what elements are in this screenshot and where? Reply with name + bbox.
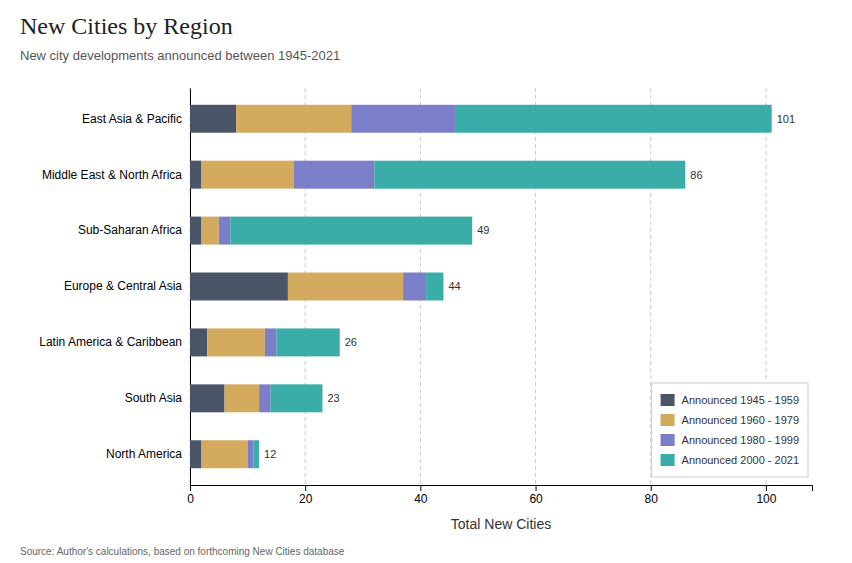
x-tick: 20 <box>299 485 313 506</box>
total-label: 12 <box>264 448 276 460</box>
legend-swatch <box>661 434 675 446</box>
bar-segment <box>190 217 202 245</box>
x-axis-title: Total New Cities <box>451 516 551 532</box>
x-tick-label: 100 <box>756 492 776 506</box>
y-tick-label: North America <box>106 447 182 461</box>
x-tick-label: 40 <box>414 492 428 506</box>
bar-segment <box>202 217 219 245</box>
x-tick-label: 60 <box>529 492 543 506</box>
series <box>219 105 455 468</box>
bar-segment <box>351 105 455 133</box>
x-tick-mark <box>305 485 306 491</box>
bar-segment <box>403 273 426 301</box>
legend-swatch <box>661 414 675 426</box>
y-tick: North America <box>106 447 190 461</box>
legend-item: Announced 1960 - 1979 <box>661 414 799 426</box>
bar-segment <box>276 328 339 356</box>
legend-box <box>652 383 808 477</box>
legend-item: Announced 2000 - 2021 <box>661 454 799 466</box>
total-label: 86 <box>690 169 702 181</box>
title: New Cities by Region <box>20 13 233 39</box>
legend-label: Announced 1945 - 1959 <box>682 394 799 406</box>
x-tick: 80 <box>645 485 659 506</box>
x-tick-mark <box>420 485 421 491</box>
legend: Announced 1945 - 1959 Announced 1960 - 19… <box>652 383 808 477</box>
series <box>202 105 404 468</box>
total-label: 49 <box>477 224 489 236</box>
x-tick: 100 <box>756 485 776 506</box>
bar-segment <box>265 328 277 356</box>
y-tick: Latin America & Caribbean <box>39 335 190 349</box>
x-tick-mark <box>536 485 537 491</box>
bar-segment <box>190 105 236 133</box>
total-label: 101 <box>777 113 795 125</box>
plot: 0 20 40 60 80 100 East Asia & Pacific Middle Ea… <box>39 88 812 506</box>
bar-segment <box>236 105 351 133</box>
x-tick-mark <box>766 485 767 491</box>
y-tick: East Asia & Pacific <box>82 112 190 126</box>
y-tick-label: East Asia & Pacific <box>82 112 182 126</box>
bar-segment <box>190 161 202 189</box>
bar-segment <box>202 161 294 189</box>
y-tick-label: Sub-Saharan Africa <box>78 223 182 237</box>
total-label: 23 <box>327 392 339 404</box>
bar-segment <box>230 217 472 245</box>
x-tick-label: 0 <box>187 492 194 506</box>
bar-segment <box>225 384 260 412</box>
bar-segment <box>202 440 248 468</box>
y-tick: Europe & Central Asia <box>64 279 190 293</box>
subtitle: New city developments announced between … <box>20 48 340 63</box>
bar-segment <box>248 440 254 468</box>
y-tick: South Asia <box>125 391 190 405</box>
grid-line <box>535 88 536 485</box>
legend-item: Announced 1980 - 1999 <box>661 434 799 446</box>
legend-item: Announced 1945 - 1959 <box>661 394 799 406</box>
legend-label: Announced 1960 - 1979 <box>682 414 799 426</box>
y-tick: Sub-Saharan Africa <box>78 223 190 237</box>
bar-segment <box>190 328 207 356</box>
total-label: 44 <box>448 280 460 292</box>
y-tick-label: Latin America & Caribbean <box>39 335 182 349</box>
y-tick-label: Europe & Central Asia <box>64 279 182 293</box>
x-tick-label: 20 <box>299 492 313 506</box>
x-tick: 60 <box>529 485 543 506</box>
bar-segment <box>190 384 225 412</box>
x-axis: 0 20 40 60 80 100 <box>187 485 812 506</box>
total-label: 26 <box>345 336 357 348</box>
y-tick-label: Middle East & North Africa <box>42 168 182 182</box>
chart: New Cities by Region New city development… <box>0 0 852 563</box>
bar-segment <box>294 161 375 189</box>
legend-label: Announced 1980 - 1999 <box>682 434 799 446</box>
legend-swatch <box>661 394 675 406</box>
y-tick-label: South Asia <box>125 391 183 405</box>
source-note: Source: Author's calculations, based on … <box>20 546 345 557</box>
bar-segment <box>455 105 772 133</box>
bar-segment <box>219 217 231 245</box>
y-axis: East Asia & Pacific Middle East & North A… <box>39 89 190 486</box>
x-tick-mark <box>651 485 652 491</box>
legend-swatch <box>661 454 675 466</box>
x-tick: 40 <box>414 485 428 506</box>
x-axis-line <box>191 486 813 492</box>
series <box>190 105 288 468</box>
y-tick: Middle East & North Africa <box>42 168 190 182</box>
bar-segment <box>259 384 271 412</box>
bar-segment <box>190 440 202 468</box>
bar-segment <box>190 273 288 301</box>
bar-segment <box>207 328 265 356</box>
x-tick-mark <box>190 485 191 491</box>
bar-segment <box>374 161 685 189</box>
bar-segment <box>271 384 323 412</box>
bar-segment <box>288 273 403 301</box>
x-tick-label: 80 <box>645 492 659 506</box>
bar-segment <box>426 273 443 301</box>
legend-label: Announced 2000 - 2021 <box>682 454 799 466</box>
x-tick: 0 <box>187 485 194 506</box>
bar-segment <box>253 440 259 468</box>
